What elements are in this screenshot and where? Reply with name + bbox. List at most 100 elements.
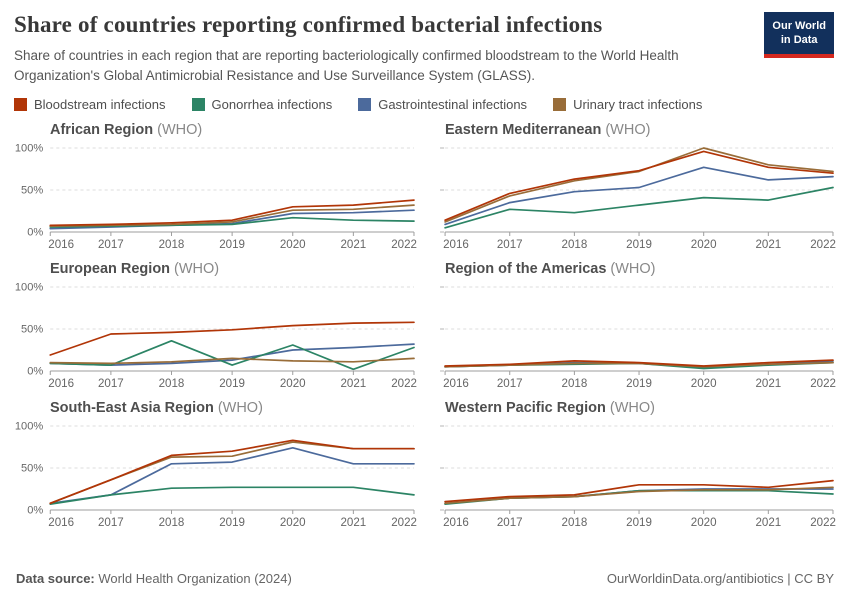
chart-panel-south-east-asia-region: South-East Asia Region (WHO) 0% 50% 100% 201… (14, 400, 417, 530)
panel-title-text: Eastern Mediterranean (445, 122, 602, 139)
page-title: Share of countries reporting confirmed b… (14, 12, 603, 37)
x-axis-label: 2020 (280, 239, 306, 251)
y-axis-label: 50% (21, 324, 43, 336)
x-axis-label: 2018 (159, 517, 185, 529)
x-axis-label: 2021 (755, 517, 781, 529)
legend-label: Gastrointestinal infections (378, 97, 528, 113)
panel-title-text: Region of the Americas (445, 261, 607, 278)
plot-region-of-the-americas: 2016 2017 2018 2019 2020 2021 2022 (433, 279, 836, 391)
x-axis-label: 2018 (159, 239, 185, 251)
plot-european-region: 0% 50% 100% 2016 2017 2018 2019 2020 2021 2022 (14, 279, 417, 391)
y-axis-label: 100% (15, 282, 44, 294)
chart-grid: African Region (WHO) 0% 50% 100% 2016 2017 201… (14, 122, 836, 530)
legend-label: Bloodstream infections (34, 97, 166, 113)
x-axis-label: 2021 (340, 517, 366, 529)
legend-item-gastrointestinal[interactable]: Gastrointestinal infections (358, 97, 527, 112)
owid-logo[interactable]: Our World in Data (764, 12, 834, 58)
legend-label: Gonorrhea infections (211, 97, 333, 113)
panel-title-text: African Region (50, 122, 154, 139)
chart-svg: 0% 50% 100% 2016 2017 2018 2019 2020 2021 2022 (15, 143, 417, 251)
panel-title-suffix: (WHO) (174, 261, 220, 278)
x-axis-label: 2019 (219, 517, 245, 529)
x-axis-label: 2018 (562, 517, 588, 529)
line-bloodstream-infections[interactable] (444, 150, 834, 222)
x-axis-label: 2016 (48, 378, 74, 390)
legend-label: Urinary tract infections (573, 97, 703, 113)
x-axis-label: 2017 (497, 239, 523, 251)
x-axis-label: 2019 (219, 378, 245, 390)
y-axis-label: 100% (15, 421, 44, 433)
x-axis-label: 2021 (755, 378, 781, 390)
line-bloodstream-infections[interactable] (444, 479, 834, 503)
legend-item-urinary[interactable]: Urinary tract infections (553, 97, 702, 112)
y-axis-label: 0% (27, 227, 43, 239)
plot-western-pacific-region: 2016 2017 2018 2019 2020 2021 2022 (433, 418, 836, 530)
legend-swatch-gastrointestinal (358, 98, 372, 112)
y-axis-label: 100% (15, 143, 44, 155)
y-axis-label: 50% (21, 463, 43, 475)
x-axis-label: 2016 (48, 517, 74, 529)
line-gonorrhea-infections[interactable] (49, 486, 415, 506)
line-urinary-tract-infections[interactable] (444, 486, 834, 505)
x-axis-label: 2020 (691, 517, 717, 529)
y-axis-label: 50% (21, 185, 43, 197)
panel-title-text: Western Pacific Region (445, 400, 606, 417)
line-urinary-tract-infections[interactable] (49, 357, 415, 365)
panel-title: Region of the Americas (WHO) (433, 261, 836, 277)
x-axis-label: 2021 (755, 239, 781, 251)
footer: Data source: World Health Organization (… (14, 571, 836, 600)
credit-link[interactable]: OurWorldinData.org/antibiotics | CC BY (606, 571, 834, 586)
line-urinary-tract-infections[interactable] (49, 204, 415, 228)
x-axis-label: 2017 (98, 239, 124, 251)
line-gonorrhea-infections[interactable] (444, 186, 834, 229)
panel-title: Eastern Mediterranean (WHO) (433, 122, 836, 138)
legend-item-gonorrhea[interactable]: Gonorrhea infections (191, 97, 333, 113)
x-axis-label: 2020 (691, 239, 717, 251)
chart-svg: 2016 2017 2018 2019 2020 2021 2022 (440, 286, 836, 390)
chart-panel-african-region: African Region (WHO) 0% 50% 100% 2016 2017 201… (14, 122, 417, 252)
panel-title-text: South-East Asia Region (50, 400, 214, 417)
y-axis-label: 0% (27, 366, 43, 378)
plot-south-east-asia-region: 0% 50% 100% 2016 2017 2018 2019 2020 2021 2022 (14, 418, 417, 530)
panel-title-suffix: (WHO) (157, 122, 203, 139)
chart-svg: 0% 50% 100% 2016 2017 2018 2019 2020 2021 2022 (15, 421, 417, 529)
x-axis-label: 2017 (497, 378, 523, 390)
chart-svg: 0% 50% 100% 2016 2017 2018 2019 2020 2021 2022 (15, 282, 417, 390)
chart-panel-european-region: European Region (WHO) 0% 50% 100% 2016 2017 20… (14, 261, 417, 391)
x-axis-label: 2020 (280, 378, 306, 390)
x-axis-label: 2021 (340, 378, 366, 390)
panel-title: Western Pacific Region (WHO) (433, 400, 836, 416)
plot-african-region: 0% 50% 100% 2016 2017 2018 2019 2020 2021 2022 (14, 140, 417, 252)
x-axis-label: 2019 (626, 239, 652, 251)
x-axis-label: 2017 (98, 378, 124, 390)
line-bloodstream-infections[interactable] (444, 359, 834, 367)
legend-swatch-bloodstream (14, 98, 27, 112)
legend-item-bloodstream[interactable]: Bloodstream infections (14, 97, 166, 112)
panel-title-suffix: (WHO) (609, 400, 655, 417)
x-axis-label: 2018 (562, 239, 588, 251)
x-axis-label: 2022 (810, 239, 836, 251)
panel-title: South-East Asia Region (WHO) (14, 400, 417, 416)
x-axis-label: 2017 (98, 517, 124, 529)
chart-svg: 2016 2017 2018 2019 2020 2021 2022 (440, 425, 836, 529)
legend: Bloodstream infections Gonorrhea infecti… (14, 97, 836, 112)
line-bloodstream-infections[interactable] (49, 321, 415, 356)
chart-subtitle: Share of countries in each region that a… (14, 48, 679, 83)
x-axis-label: 2016 (443, 378, 469, 390)
x-axis-label: 2022 (391, 517, 417, 529)
owid-logo-line1: Our World (772, 20, 826, 32)
data-source-text: World Health Organization (2024) (98, 571, 292, 586)
x-axis-label: 2022 (810, 517, 836, 529)
panel-title: African Region (WHO) (14, 122, 417, 138)
line-gastrointestinal-infections[interactable] (444, 166, 834, 226)
panel-title: European Region (WHO) (14, 261, 417, 277)
line-bloodstream-infections[interactable] (49, 439, 415, 505)
data-source: Data source: World Health Organization (… (16, 571, 292, 586)
x-axis-label: 2018 (562, 378, 588, 390)
line-gonorrhea-infections[interactable] (49, 340, 415, 371)
legend-swatch-gonorrhea (191, 98, 205, 112)
x-axis-label: 2019 (626, 517, 652, 529)
x-axis-label: 2019 (626, 378, 652, 390)
line-bloodstream-infections[interactable] (49, 199, 415, 227)
y-axis-label: 0% (27, 505, 43, 517)
